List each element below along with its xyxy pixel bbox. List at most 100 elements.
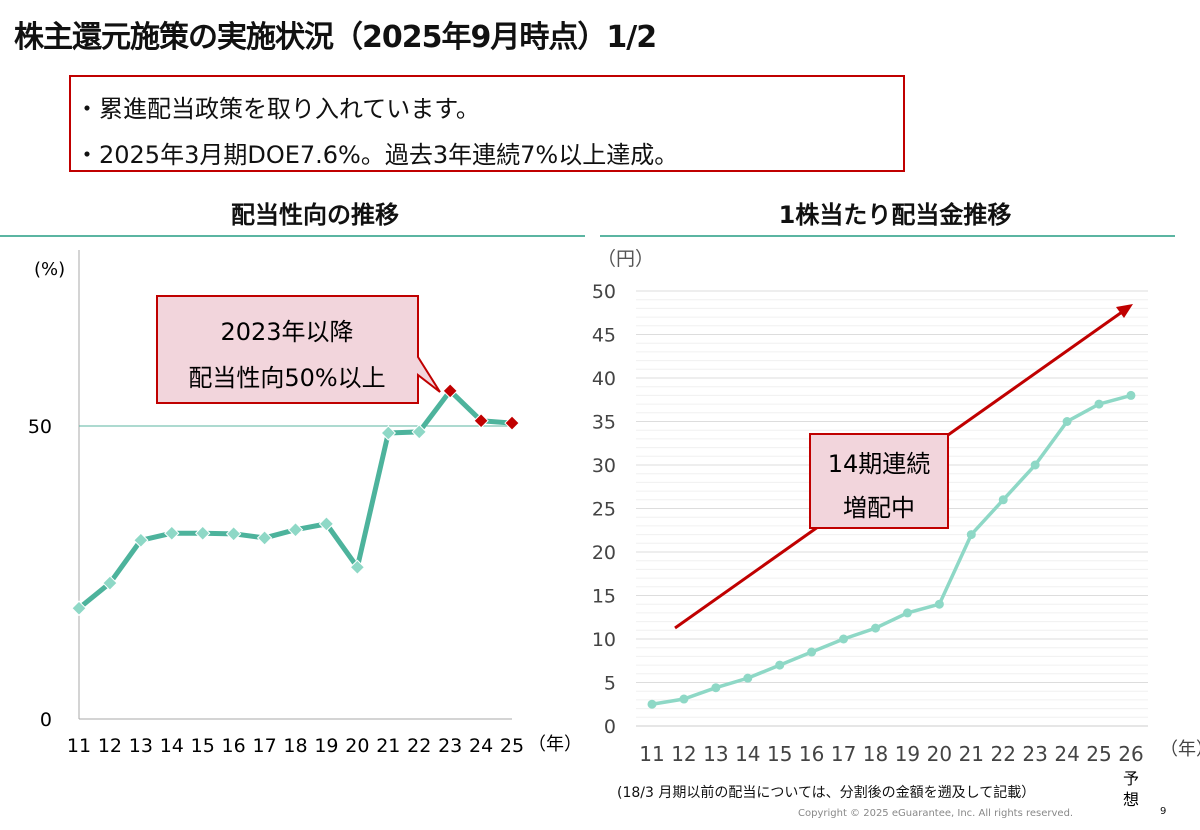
x-tick-label: 11	[67, 735, 91, 757]
x-tick-label: 15	[767, 742, 792, 766]
callout-text: 2023年以降	[220, 318, 353, 346]
data-point	[133, 532, 149, 548]
x-tick-label: 17	[831, 742, 856, 766]
data-point	[164, 525, 180, 541]
x-tick-label: 12	[98, 735, 122, 757]
y-tick-label: 0	[40, 709, 52, 731]
data-point	[647, 699, 657, 709]
data-point	[1062, 417, 1072, 426]
divider	[0, 235, 585, 237]
y-tick-label: 35	[592, 412, 616, 434]
y-tick-label: 10	[592, 629, 616, 651]
data-point	[71, 600, 87, 616]
page-number: 9	[1160, 806, 1167, 817]
x-tick-label: 12	[671, 742, 696, 766]
data-point	[1126, 390, 1136, 400]
page-title: 株主還元施策の実施状況（2025年9月時点）1/2	[14, 20, 657, 55]
x-tick-label: 13	[129, 735, 153, 757]
x-tick-label: 15	[191, 735, 215, 757]
summary-point: ・2025年3月期DOE7.6%。過去3年連続7%以上達成。	[75, 141, 679, 169]
data-point	[1030, 460, 1040, 470]
data-point	[902, 608, 912, 618]
y-tick-label: 30	[592, 455, 616, 477]
y-axis-unit: (%)	[34, 259, 65, 280]
x-tick-label: 24	[1054, 742, 1079, 766]
x-tick-label: 20	[345, 735, 369, 757]
x-tick-label: 24	[469, 735, 493, 757]
x-tick-label: 18	[863, 742, 888, 766]
data-point	[711, 683, 721, 693]
y-tick-label: 25	[592, 499, 616, 521]
x-tick-label: 14	[735, 742, 760, 766]
x-tick-label: 18	[283, 735, 307, 757]
data-point	[934, 599, 944, 609]
summary-point: ・累進配当政策を取り入れています。	[75, 95, 480, 123]
x-tick-label: 20	[927, 742, 952, 766]
x-tick-label: 19	[895, 742, 920, 766]
payout-ratio-line	[77, 388, 513, 611]
footnote: (18/3 月期以前の配当については、分割後の金額を遡及して記載）	[617, 785, 1036, 801]
data-point	[871, 623, 881, 633]
x-tick-label: 22	[407, 735, 431, 757]
x-tick-label: 23	[1022, 742, 1047, 766]
data-point	[287, 522, 304, 538]
callout-text: 14期連続	[828, 450, 931, 478]
x-tick-label: 21	[376, 735, 400, 757]
data-point	[225, 526, 242, 542]
data-point	[473, 413, 489, 429]
x-tick-label: 25	[1086, 742, 1111, 766]
data-point	[318, 516, 335, 532]
forecast-label: 想	[1123, 790, 1139, 809]
callout-box	[156, 295, 441, 404]
x-tick-label: 17	[252, 735, 276, 757]
x-tick-label: 21	[959, 742, 984, 766]
data-point	[743, 673, 753, 683]
y-tick-label: 20	[592, 542, 616, 564]
data-point	[102, 575, 118, 591]
data-point	[256, 530, 273, 546]
right-chart-title: 1株当たり配当金推移	[778, 201, 1012, 229]
data-point	[1094, 399, 1104, 409]
data-point	[195, 525, 211, 541]
y-tick-label: 0	[604, 716, 616, 738]
data-point	[679, 694, 689, 704]
callout-text: 増配中	[843, 494, 915, 522]
callout-text: 配当性向50%以上	[188, 364, 385, 392]
y-tick-label: 15	[592, 586, 616, 608]
x-tick-label: 22	[991, 742, 1016, 766]
y-tick-label: 50	[592, 281, 616, 303]
copyright: Copyright © 2025 eGuarantee, Inc. All ri…	[798, 808, 1074, 819]
x-tick-label: 11	[639, 742, 664, 766]
x-axis-unit: （年）	[1160, 739, 1200, 760]
data-point	[775, 660, 785, 670]
y-tick-label: 50	[28, 416, 52, 438]
data-point	[998, 495, 1008, 505]
data-point	[380, 425, 397, 441]
y-tick-label: 5	[604, 673, 616, 695]
x-tick-label: 19	[314, 735, 338, 757]
data-point	[442, 383, 458, 399]
left-chart-title: 配当性向の推移	[231, 201, 399, 229]
data-point	[807, 647, 817, 657]
dividend-line	[651, 393, 1132, 706]
x-tick-label: 16	[222, 735, 246, 757]
x-tick-label: 13	[703, 742, 728, 766]
summary-box: ・累進配当政策を取り入れています。 ・2025年3月期DOE7.6%。過去3年連…	[69, 75, 905, 172]
x-tick-label: 25	[500, 735, 524, 757]
data-point	[349, 559, 366, 575]
x-tick-label: 14	[160, 735, 184, 757]
x-tick-label: 23	[438, 735, 462, 757]
data-point	[839, 634, 849, 644]
x-tick-label: 16	[799, 742, 824, 766]
data-point	[411, 424, 427, 440]
x-axis-unit: （年）	[528, 734, 582, 755]
callout-box	[809, 433, 949, 529]
divider	[600, 235, 1175, 237]
y-tick-label: 45	[592, 325, 616, 347]
data-point	[504, 415, 520, 431]
forecast-label: 予	[1123, 769, 1139, 788]
x-tick-label: 26	[1118, 742, 1143, 766]
trend-arrowhead	[1116, 304, 1133, 318]
data-point	[966, 530, 976, 540]
